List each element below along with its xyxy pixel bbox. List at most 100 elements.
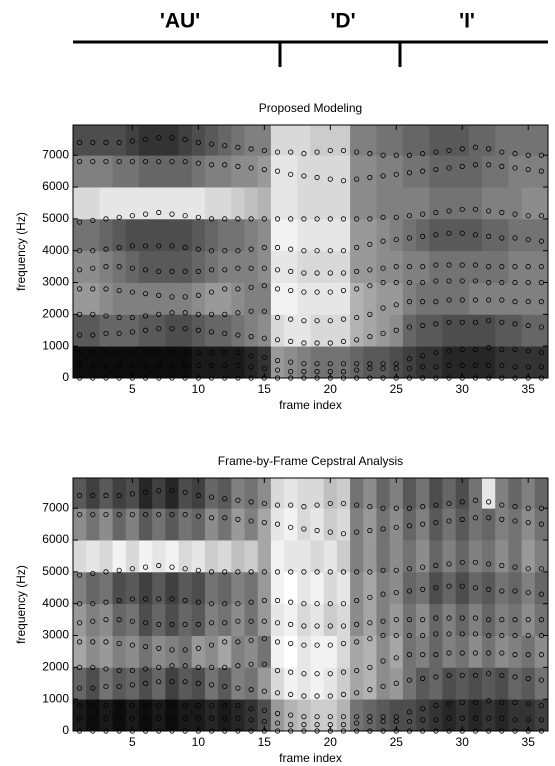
heatmap-cell <box>218 571 232 605</box>
harmonic-marker <box>314 714 320 720</box>
heatmap-cell <box>442 187 457 220</box>
heatmap-cell <box>310 187 325 220</box>
heatmap-cell <box>99 155 113 188</box>
harmonic-marker <box>195 292 201 298</box>
heatmap-cell <box>112 346 127 379</box>
heatmap-cell <box>534 125 549 156</box>
harmonic-marker <box>301 369 307 375</box>
harmonic-marker <box>288 524 294 530</box>
harmonic-marker <box>393 680 399 686</box>
harmonic-marker <box>182 597 188 604</box>
harmonic-marker <box>261 365 267 372</box>
harmonic-marker <box>393 524 399 530</box>
harmonic-marker <box>156 645 162 651</box>
heatmap-cell <box>125 540 140 573</box>
harmonic-marker <box>327 289 333 295</box>
harmonic-marker <box>248 637 254 643</box>
harmonic-marker <box>406 299 413 305</box>
harmonic-marker <box>525 632 531 639</box>
heatmap-cell <box>521 635 536 668</box>
heatmap-cell <box>112 155 127 188</box>
heatmap-cell <box>455 125 470 156</box>
heatmap-cell <box>402 155 417 188</box>
harmonic-marker <box>142 136 149 142</box>
heatmap-cell <box>482 635 496 668</box>
harmonic-marker <box>116 214 122 220</box>
heatmap-cell <box>86 155 100 188</box>
harmonic-marker <box>380 279 386 286</box>
harmonic-marker <box>103 617 109 623</box>
harmonic-marker <box>459 163 465 169</box>
heatmap-cell <box>112 571 127 605</box>
harmonic-marker <box>274 569 281 575</box>
harmonic-marker <box>90 248 96 254</box>
harmonic-marker <box>208 715 215 721</box>
heatmap-cell <box>99 187 113 220</box>
heatmap-cell <box>336 314 351 347</box>
heatmap-cell <box>231 346 245 379</box>
harmonic-marker <box>288 722 294 728</box>
harmonic-marker <box>156 209 162 216</box>
harmonic-marker <box>420 322 426 329</box>
heatmap-cell <box>310 125 325 156</box>
harmonic-marker <box>301 526 307 532</box>
harmonic-marker <box>103 216 109 222</box>
heatmap-cell <box>112 540 127 573</box>
heatmap-cell <box>138 218 153 252</box>
heatmap-cell <box>138 346 153 379</box>
heatmap-cell <box>191 667 206 700</box>
harmonic-marker <box>354 286 360 292</box>
harmonic-marker <box>208 682 215 688</box>
heatmap-cell <box>402 508 417 541</box>
harmonic-marker <box>169 488 175 494</box>
harmonic-marker <box>169 663 175 669</box>
harmonic-marker <box>340 338 347 345</box>
harmonic-marker <box>301 722 307 728</box>
heatmap-cell <box>73 540 87 573</box>
harmonic-marker <box>446 165 452 171</box>
harmonic-marker <box>76 349 83 356</box>
harmonic-marker <box>103 683 109 690</box>
harmonic-marker <box>340 369 347 375</box>
heatmap-cell <box>152 603 166 636</box>
harmonic-marker <box>288 621 294 627</box>
harmonic-marker <box>274 168 281 174</box>
harmonic-marker <box>340 287 347 294</box>
harmonic-marker <box>301 569 307 575</box>
harmonic-marker <box>499 264 505 270</box>
heatmap-cell <box>521 540 536 573</box>
heatmap-cell <box>218 540 232 573</box>
heatmap-cell <box>442 478 457 509</box>
harmonic-marker <box>433 349 439 356</box>
harmonic-marker <box>446 230 452 236</box>
harmonic-marker <box>459 699 465 705</box>
heatmap-cell <box>323 125 338 156</box>
y-tick-label: 7000 <box>42 147 69 161</box>
harmonic-marker <box>261 500 267 507</box>
heatmap-cell <box>350 346 364 379</box>
heatmap-cell <box>125 250 140 283</box>
harmonic-marker <box>538 238 545 244</box>
harmonic-marker <box>208 702 215 709</box>
harmonic-marker <box>327 601 333 607</box>
heatmap-cell <box>323 603 338 636</box>
heatmap-cell <box>270 603 285 636</box>
harmonic-marker <box>235 639 241 645</box>
harmonic-marker <box>235 163 241 169</box>
heatmap-cell <box>257 635 272 668</box>
heatmap-cell <box>455 314 470 347</box>
heatmap-cell <box>165 508 179 541</box>
harmonic-marker <box>142 596 149 602</box>
y-tick-label: 5000 <box>42 211 69 225</box>
harmonic-marker <box>222 515 228 521</box>
harmonic-marker <box>182 702 188 709</box>
heatmap-cell <box>218 125 232 156</box>
heatmap-cell <box>86 314 100 347</box>
harmonic-marker <box>525 152 531 158</box>
harmonic-marker <box>433 299 439 305</box>
heatmap-cell <box>402 282 417 315</box>
heatmap-cell <box>244 346 259 379</box>
harmonic-marker <box>538 566 545 572</box>
harmonic-marker <box>156 562 162 569</box>
heatmap-cell <box>99 346 113 379</box>
